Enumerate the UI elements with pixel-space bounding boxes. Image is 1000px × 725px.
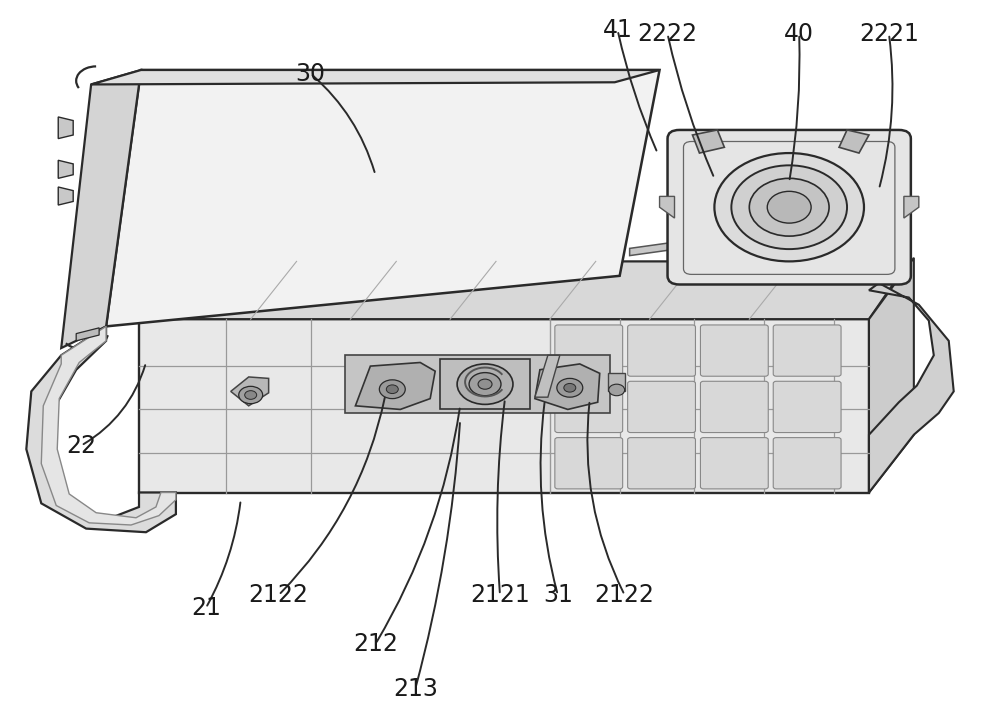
Polygon shape <box>535 364 600 410</box>
Text: 31: 31 <box>543 583 573 607</box>
Polygon shape <box>869 258 914 492</box>
Text: 21: 21 <box>191 596 221 620</box>
Polygon shape <box>139 319 869 492</box>
Text: 2122: 2122 <box>249 583 309 607</box>
Polygon shape <box>440 359 530 410</box>
Circle shape <box>457 364 513 405</box>
Polygon shape <box>660 196 675 218</box>
Polygon shape <box>345 355 610 413</box>
FancyBboxPatch shape <box>555 438 623 489</box>
FancyBboxPatch shape <box>700 438 768 489</box>
FancyBboxPatch shape <box>555 325 623 376</box>
Circle shape <box>469 373 501 396</box>
FancyBboxPatch shape <box>773 381 841 433</box>
Circle shape <box>714 153 864 262</box>
FancyBboxPatch shape <box>628 325 695 376</box>
FancyBboxPatch shape <box>700 325 768 376</box>
Text: 40: 40 <box>784 22 814 46</box>
Polygon shape <box>630 241 681 256</box>
Circle shape <box>564 384 576 392</box>
Text: 41: 41 <box>603 18 633 42</box>
Text: 2121: 2121 <box>470 583 530 607</box>
Circle shape <box>767 191 811 223</box>
Polygon shape <box>61 70 141 348</box>
Polygon shape <box>91 70 660 84</box>
Polygon shape <box>41 326 176 525</box>
Polygon shape <box>106 70 660 326</box>
Polygon shape <box>839 130 869 153</box>
Circle shape <box>478 379 492 389</box>
Polygon shape <box>58 117 73 138</box>
Polygon shape <box>535 355 560 397</box>
FancyBboxPatch shape <box>555 381 623 433</box>
Polygon shape <box>58 187 73 205</box>
Text: 22: 22 <box>66 434 96 457</box>
FancyBboxPatch shape <box>628 381 695 433</box>
Circle shape <box>609 384 625 396</box>
Circle shape <box>386 385 398 394</box>
FancyBboxPatch shape <box>628 438 695 489</box>
Polygon shape <box>608 373 625 392</box>
Circle shape <box>557 378 583 397</box>
Circle shape <box>731 165 847 249</box>
Circle shape <box>239 386 263 404</box>
Polygon shape <box>692 130 724 153</box>
FancyBboxPatch shape <box>773 325 841 376</box>
Polygon shape <box>26 326 176 532</box>
Text: 2222: 2222 <box>638 22 698 46</box>
Polygon shape <box>869 283 954 492</box>
Polygon shape <box>139 262 909 319</box>
Text: 30: 30 <box>296 62 326 86</box>
Text: 212: 212 <box>353 632 398 656</box>
Circle shape <box>379 380 405 399</box>
Polygon shape <box>58 160 73 178</box>
Polygon shape <box>76 328 99 341</box>
Text: 2122: 2122 <box>595 583 655 607</box>
Circle shape <box>749 178 829 236</box>
FancyBboxPatch shape <box>773 438 841 489</box>
Text: 213: 213 <box>393 677 438 701</box>
Polygon shape <box>904 196 919 218</box>
Polygon shape <box>355 362 435 410</box>
FancyBboxPatch shape <box>700 381 768 433</box>
Circle shape <box>245 391 257 399</box>
FancyBboxPatch shape <box>668 130 911 284</box>
Text: 2221: 2221 <box>859 22 919 46</box>
Polygon shape <box>231 377 269 406</box>
